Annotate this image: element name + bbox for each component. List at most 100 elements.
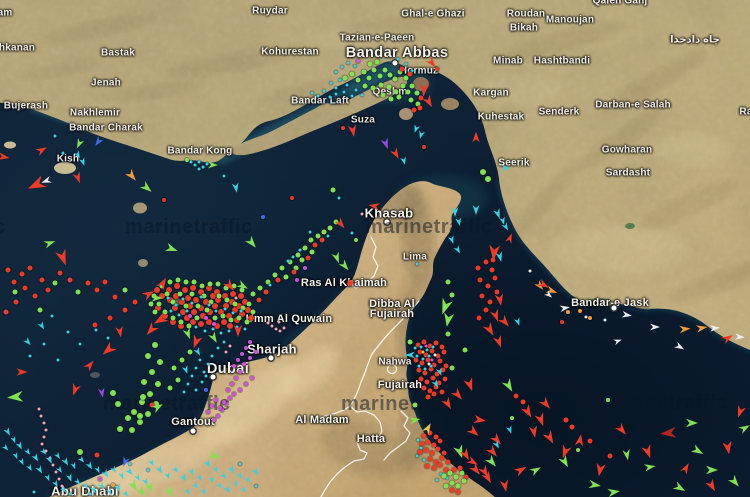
vessel-marker-moored[interactable] [489, 267, 495, 273]
vessel-marker-moored[interactable] [11, 279, 17, 285]
vessel-marker-moored[interactable] [206, 285, 212, 291]
vessel-marker-moored[interactable] [187, 303, 193, 309]
vessel-marker-moored[interactable] [204, 307, 210, 313]
vessel-marker-moored[interactable] [407, 339, 413, 345]
vessel-marker-moored[interactable] [250, 291, 256, 297]
vessel-marker-moored[interactable] [194, 388, 198, 392]
vessel-marker-moored[interactable] [397, 69, 403, 75]
vessel-marker-moored[interactable] [431, 391, 437, 397]
vessel-marker-moored[interactable] [236, 303, 242, 309]
vessel-marker-moored[interactable] [148, 301, 154, 307]
vessel-marker-moored[interactable] [392, 76, 398, 82]
vessel-marker-moored[interactable] [388, 96, 394, 102]
vessel-marker-moored[interactable] [243, 327, 247, 331]
vessel-marker-moored[interactable] [427, 354, 431, 358]
vessel-marker-moored[interactable] [275, 277, 281, 283]
vessel-marker-moored[interactable] [449, 292, 455, 298]
vessel-marker-moored[interactable] [441, 450, 447, 456]
vessel-marker-moored[interactable] [427, 456, 433, 462]
vessel-marker-moored[interactable] [171, 365, 177, 371]
vessel-marker-moored[interactable] [185, 158, 189, 162]
vessel-marker-moored[interactable] [286, 259, 290, 263]
vessel-marker-moored[interactable] [189, 291, 195, 297]
vessel-marker-moored[interactable] [152, 342, 158, 348]
vessel-marker-moored[interactable] [302, 245, 308, 251]
vessel-marker-moored[interactable] [510, 416, 514, 420]
vessel-marker-moored[interactable] [386, 84, 392, 90]
vessel-marker-moored[interactable] [202, 370, 206, 374]
vessel-marker-moored[interactable] [449, 365, 455, 371]
vessel-marker-moored[interactable] [27, 265, 33, 271]
vessel-marker-moored[interactable] [122, 307, 128, 313]
vessel-marker-moored[interactable] [174, 303, 178, 307]
vessel-marker-moored[interactable] [220, 313, 226, 319]
vessel-marker-moored[interactable] [587, 438, 593, 444]
vessel-marker-moored[interactable] [312, 242, 318, 248]
vessel-marker-moored[interactable] [106, 336, 110, 340]
vessel-marker-moored[interactable] [92, 322, 98, 328]
vessel-marker-moored[interactable] [417, 364, 421, 368]
vessel-marker-moored[interactable] [361, 69, 367, 75]
vessel-marker-moored[interactable] [208, 299, 214, 305]
vessel-marker-moored[interactable] [303, 266, 307, 270]
vessel-marker-moored[interactable] [232, 364, 236, 368]
vessel-marker-moored[interactable] [248, 356, 252, 360]
vessel-marker-moored[interactable] [206, 319, 212, 325]
vessel-marker-moored[interactable] [421, 357, 425, 361]
vessel-marker-moored[interactable] [51, 463, 55, 467]
vessel-marker-moored[interactable] [425, 394, 431, 400]
vessel-marker-moored[interactable] [396, 57, 400, 61]
vessel-marker-moored[interactable] [94, 452, 100, 458]
vessel-marker-moored[interactable] [238, 370, 242, 374]
vessel-marker-moored[interactable] [287, 259, 293, 265]
vessel-marker-moored[interactable] [204, 374, 208, 378]
vessel-marker-moored[interactable] [177, 313, 181, 317]
vessel-marker-moored[interactable] [37, 407, 41, 411]
vessel-marker-moored[interactable] [234, 296, 238, 300]
vessel-marker-moored[interactable] [341, 126, 345, 130]
vessel-marker-moored[interactable] [435, 446, 441, 452]
vessel-marker-moored[interactable] [248, 340, 252, 344]
vessel-marker-moored[interactable] [175, 277, 181, 283]
vessel-marker-moored[interactable] [218, 406, 222, 410]
vessel-marker-moored[interactable] [449, 480, 455, 486]
vessel-marker-moored[interactable] [393, 89, 399, 95]
vessel-marker-moored[interactable] [137, 413, 143, 419]
vessel-marker-moored[interactable] [223, 307, 227, 311]
vessel-marker-moored[interactable] [445, 459, 451, 465]
vessel-marker-moored[interactable] [162, 313, 168, 319]
vessel-marker-moored[interactable] [435, 353, 441, 359]
vessel-marker-moored[interactable] [334, 92, 338, 96]
vessel-marker-moored[interactable] [12, 289, 18, 295]
vessel-marker-moored[interactable] [42, 342, 46, 346]
vessel-marker-moored[interactable] [220, 408, 224, 412]
vessel-marker-moored[interactable] [244, 319, 250, 325]
vessel-marker-moored[interactable] [433, 434, 439, 440]
vessel-marker-moored[interactable] [238, 462, 242, 466]
vessel-marker-moored[interactable] [441, 473, 447, 479]
vessel-marker-moored[interactable] [380, 92, 386, 98]
vessel-marker-moored[interactable] [57, 477, 61, 481]
vessel-marker-moored[interactable] [238, 293, 244, 299]
vessel-marker-moored[interactable] [412, 402, 418, 408]
vessel-marker-moored[interactable] [462, 347, 468, 353]
vessel-marker-moored[interactable] [19, 271, 25, 277]
vessel-marker-moored[interactable] [67, 277, 73, 283]
vessel-marker-moored[interactable] [415, 354, 419, 358]
vessel-marker-moored[interactable] [32, 293, 38, 299]
vessel-marker-moored[interactable] [212, 418, 216, 422]
vessel-marker-moored[interactable] [417, 349, 423, 355]
vessel-marker-moored[interactable] [177, 291, 183, 297]
vessel-marker-moored[interactable] [455, 483, 461, 489]
vessel-marker-moored[interactable] [360, 212, 364, 216]
vessel-marker-moored[interactable] [240, 305, 246, 311]
vessel-marker-moored[interactable] [187, 349, 193, 355]
vessel-marker-moored[interactable] [207, 303, 211, 307]
vessel-marker-moored[interactable] [44, 428, 48, 432]
vessel-marker-moored[interactable] [415, 262, 419, 266]
vessel-marker-moored[interactable] [56, 358, 60, 362]
vessel-marker-moored[interactable] [417, 105, 423, 111]
vessel-marker-moored[interactable] [367, 61, 373, 67]
vessel-marker-moored[interactable] [329, 81, 333, 85]
vessel-marker-moored[interactable] [111, 483, 115, 487]
